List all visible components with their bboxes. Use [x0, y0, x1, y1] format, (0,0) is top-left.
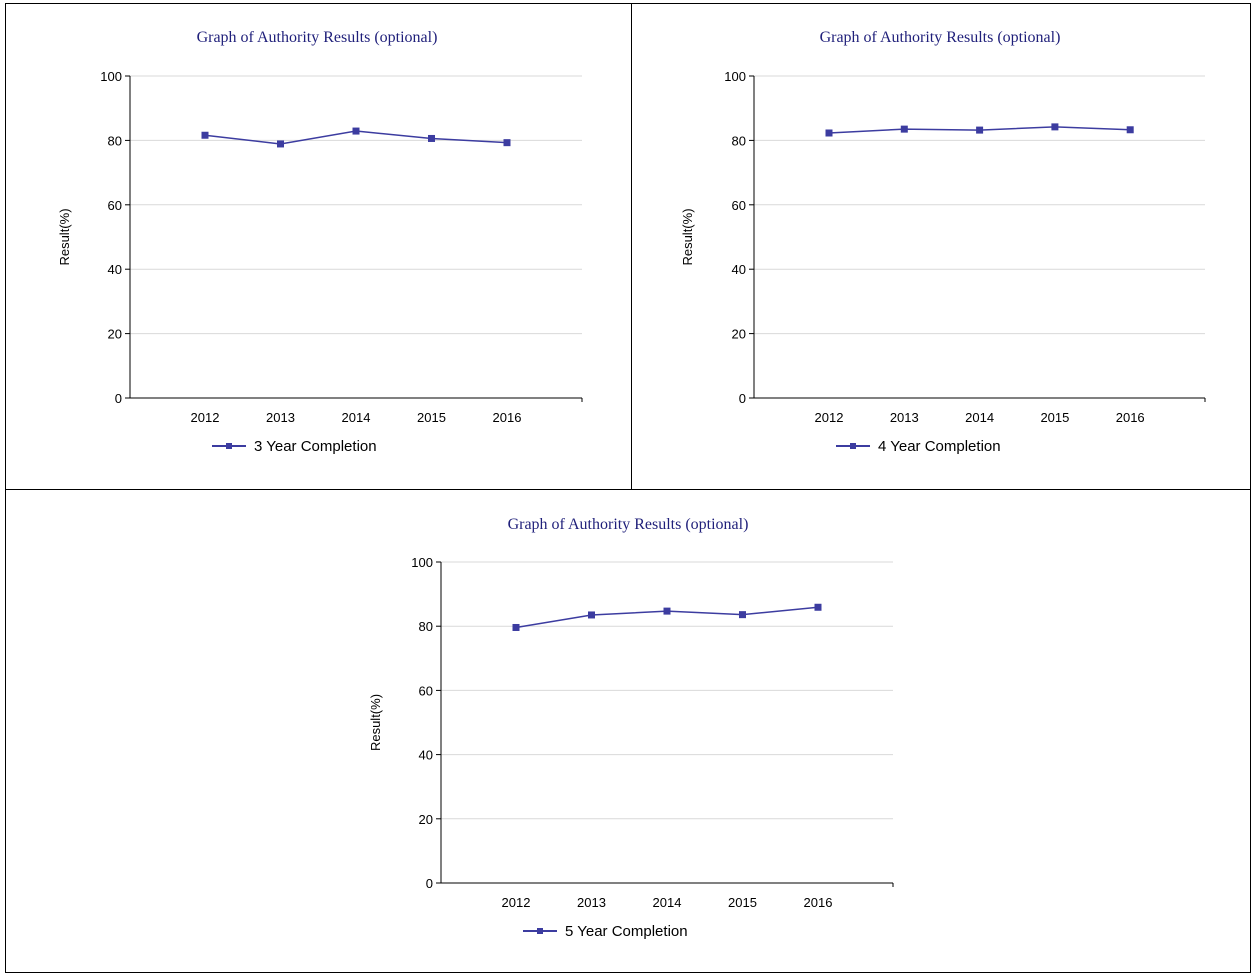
data-point	[1051, 123, 1059, 131]
legend-label: 4 Year Completion	[878, 438, 1001, 455]
y-tick-label: 60	[108, 198, 122, 213]
data-point	[352, 127, 360, 135]
chart-title: Graph of Authority Results (optional)	[507, 516, 749, 533]
data-point	[201, 131, 209, 139]
x-tick-label: 2015	[1040, 410, 1069, 425]
y-tick-label: 100	[100, 69, 122, 84]
y-axis-label: Result(%)	[368, 694, 383, 751]
data-point	[503, 139, 511, 147]
data-point	[825, 129, 833, 137]
y-tick-label: 40	[732, 262, 746, 277]
x-tick-label: 2016	[1116, 410, 1145, 425]
y-tick-label: 0	[115, 391, 122, 406]
data-point	[976, 126, 984, 134]
y-tick-label: 100	[411, 555, 433, 570]
y-tick-label: 0	[426, 876, 433, 891]
data-point	[663, 607, 671, 615]
x-tick-label: 2016	[804, 895, 833, 910]
y-tick-label: 80	[732, 133, 746, 148]
y-axis-label: Result(%)	[57, 208, 72, 265]
x-tick-label: 2013	[266, 410, 295, 425]
x-tick-label: 2014	[965, 410, 994, 425]
legend-marker	[537, 928, 543, 934]
x-tick-label: 2012	[502, 895, 531, 910]
x-tick-label: 2014	[653, 895, 682, 910]
x-tick-label: 2012	[191, 410, 220, 425]
y-axis-label: Result(%)	[680, 208, 695, 265]
y-tick-label: 60	[419, 683, 433, 698]
y-tick-label: 60	[732, 198, 746, 213]
data-point	[277, 140, 284, 148]
data-point	[739, 611, 746, 619]
y-tick-label: 40	[419, 748, 433, 763]
data-point	[814, 603, 822, 611]
y-tick-label: 100	[724, 69, 746, 84]
data-point	[588, 611, 595, 619]
x-tick-label: 2012	[815, 410, 844, 425]
legend-marker	[226, 443, 232, 449]
chart-title: Graph of Authority Results (optional)	[819, 29, 1061, 46]
data-point	[428, 134, 435, 142]
y-tick-label: 20	[419, 812, 433, 827]
x-tick-label: 2016	[493, 410, 522, 425]
y-tick-label: 20	[108, 327, 122, 342]
y-tick-label: 40	[108, 262, 122, 277]
x-tick-label: 2015	[728, 895, 757, 910]
legend-marker	[850, 443, 856, 449]
data-point	[512, 623, 520, 631]
legend-label: 5 Year Completion	[565, 923, 688, 940]
x-tick-label: 2013	[890, 410, 919, 425]
x-tick-label: 2014	[342, 410, 371, 425]
legend-label: 3 Year Completion	[254, 438, 377, 455]
x-tick-label: 2013	[577, 895, 606, 910]
y-tick-label: 0	[739, 391, 746, 406]
chart-title: Graph of Authority Results (optional)	[196, 29, 438, 46]
y-tick-label: 80	[108, 133, 122, 148]
y-tick-label: 20	[732, 327, 746, 342]
data-point	[1126, 126, 1134, 134]
x-tick-label: 2015	[417, 410, 446, 425]
y-tick-label: 80	[419, 619, 433, 634]
data-point	[900, 125, 908, 133]
